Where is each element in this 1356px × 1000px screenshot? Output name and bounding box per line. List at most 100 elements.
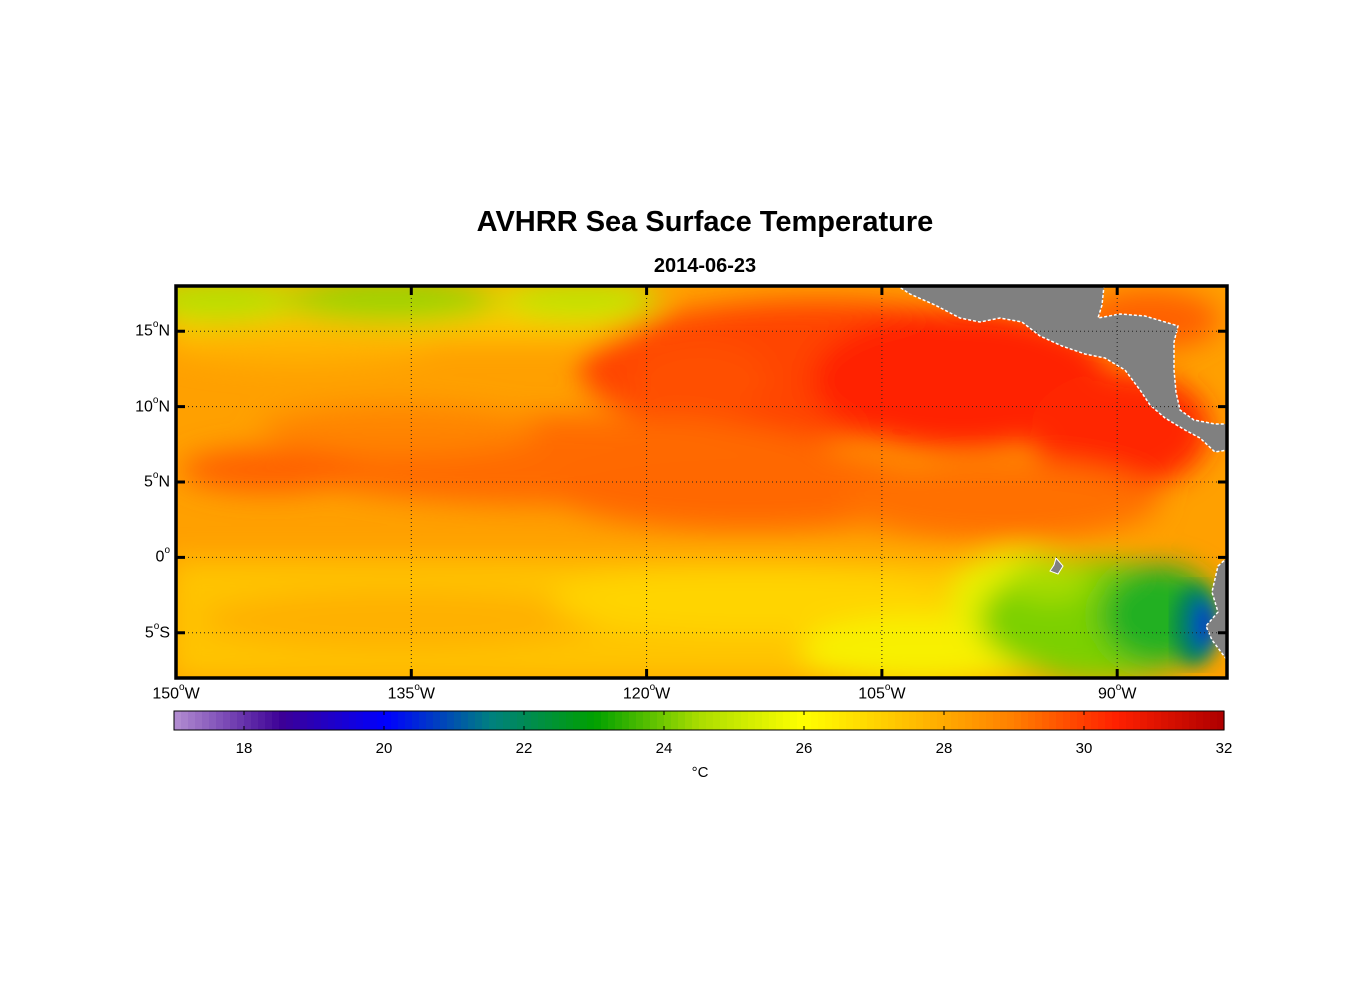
colorbar-segment bbox=[846, 711, 854, 730]
colorbar-segment bbox=[314, 711, 322, 730]
colorbar-segment bbox=[818, 711, 826, 730]
lon-tick-label: 150oW bbox=[152, 682, 200, 703]
colorbar-segment bbox=[433, 711, 441, 730]
colorbar-segment bbox=[503, 711, 511, 730]
lat-tick-label: 5oN bbox=[143, 470, 170, 491]
colorbar-segment bbox=[1098, 711, 1106, 730]
colorbar-segment bbox=[279, 711, 287, 730]
colorbar-segment bbox=[1182, 711, 1190, 730]
colorbar-segment bbox=[370, 711, 378, 730]
lat-tick-label: 0o bbox=[155, 545, 170, 566]
colorbar-segment bbox=[755, 711, 763, 730]
colorbar-segment bbox=[769, 711, 777, 730]
lat-tick-label: 10oN bbox=[135, 394, 170, 415]
colorbar-segment bbox=[734, 711, 742, 730]
colorbar-segment bbox=[853, 711, 861, 730]
colorbar-segment bbox=[1000, 711, 1008, 730]
colorbar-segment bbox=[657, 711, 665, 730]
colorbar-segment bbox=[937, 711, 945, 730]
colorbar-segment bbox=[1168, 711, 1176, 730]
colorbar-segment bbox=[286, 711, 294, 730]
colorbar-segment bbox=[1028, 711, 1036, 730]
colorbar-segment bbox=[874, 711, 882, 730]
colorbar-segment bbox=[1126, 711, 1134, 730]
colorbar-segment bbox=[930, 711, 938, 730]
colorbar-segment bbox=[321, 711, 329, 730]
colorbar-segment bbox=[384, 711, 392, 730]
colorbar-segment bbox=[580, 711, 588, 730]
colorbar-segment bbox=[405, 711, 413, 730]
colorbar-segment bbox=[545, 711, 553, 730]
colorbar-segment bbox=[986, 711, 994, 730]
colorbar-segment bbox=[1042, 711, 1050, 730]
colorbar-segment bbox=[447, 711, 455, 730]
colorbar-frame bbox=[173, 710, 1225, 731]
colorbar-segment bbox=[300, 711, 308, 730]
lon-tick-label: 90oW bbox=[1097, 682, 1137, 703]
colorbar-segment bbox=[706, 711, 714, 730]
colorbar-segment bbox=[510, 711, 518, 730]
colorbar-segment bbox=[174, 711, 182, 730]
colorbar-segment bbox=[776, 711, 784, 730]
colorbar-segment bbox=[916, 711, 924, 730]
colorbar-segment bbox=[699, 711, 707, 730]
colorbar-segment bbox=[328, 711, 336, 730]
colorbar-segment bbox=[615, 711, 623, 730]
colorbar-segment bbox=[1112, 711, 1120, 730]
colorbar-segment bbox=[1084, 711, 1092, 730]
colorbar-segment bbox=[1056, 711, 1064, 730]
colorbar-segment bbox=[909, 711, 917, 730]
colorbar-tick-label: 30 bbox=[1075, 740, 1093, 757]
colorbar-segment bbox=[1154, 711, 1162, 730]
sst-field bbox=[176, 286, 1227, 678]
colorbar-segment bbox=[552, 711, 560, 730]
colorbar-segment bbox=[608, 711, 616, 730]
colorbar-segment bbox=[223, 711, 231, 730]
colorbar-segment bbox=[762, 711, 770, 730]
colorbar-segment bbox=[748, 711, 756, 730]
colorbar-segment bbox=[832, 711, 840, 730]
colorbar-segment bbox=[895, 711, 903, 730]
colorbar-tick-label: 22 bbox=[515, 740, 533, 757]
colorbar-segment bbox=[559, 711, 567, 730]
colorbar-segment bbox=[1007, 711, 1015, 730]
colorbar-segment bbox=[685, 711, 693, 730]
colorbar-segment bbox=[1189, 711, 1197, 730]
colorbar-segment bbox=[1203, 711, 1211, 730]
colorbar-segment bbox=[1105, 711, 1113, 730]
colorbar-segment bbox=[573, 711, 581, 730]
colorbar-segment bbox=[307, 711, 315, 730]
colorbar-segment bbox=[419, 711, 427, 730]
colorbar-segment bbox=[1077, 711, 1085, 730]
colorbar-segment bbox=[741, 711, 749, 730]
colorbar bbox=[174, 711, 1225, 730]
colorbar-segment bbox=[496, 711, 504, 730]
colorbar-segment bbox=[258, 711, 266, 730]
colorbar-segment bbox=[468, 711, 476, 730]
colorbar-segment bbox=[587, 711, 595, 730]
colorbar-segment bbox=[979, 711, 987, 730]
colorbar-segment bbox=[349, 711, 357, 730]
colorbar-segment bbox=[398, 711, 406, 730]
colorbar-segment bbox=[958, 711, 966, 730]
colorbar-segment bbox=[1021, 711, 1029, 730]
colorbar-segment bbox=[965, 711, 973, 730]
colorbar-segment bbox=[356, 711, 364, 730]
colorbar-segment bbox=[209, 711, 217, 730]
colorbar-segment bbox=[636, 711, 644, 730]
colorbar-segment bbox=[1063, 711, 1071, 730]
colorbar-segment bbox=[188, 711, 196, 730]
lon-tick-label: 105oW bbox=[858, 682, 906, 703]
colorbar-segment bbox=[643, 711, 651, 730]
colorbar-segment bbox=[475, 711, 483, 730]
colorbar-segment bbox=[531, 711, 539, 730]
lon-tick-label: 135oW bbox=[387, 682, 435, 703]
colorbar-segment bbox=[1070, 711, 1078, 730]
colorbar-segment bbox=[1014, 711, 1022, 730]
colorbar-segment bbox=[622, 711, 630, 730]
colorbar-segment bbox=[237, 711, 245, 730]
colorbar-segment bbox=[692, 711, 700, 730]
colorbar-segment bbox=[538, 711, 546, 730]
colorbar-segment bbox=[1140, 711, 1148, 730]
